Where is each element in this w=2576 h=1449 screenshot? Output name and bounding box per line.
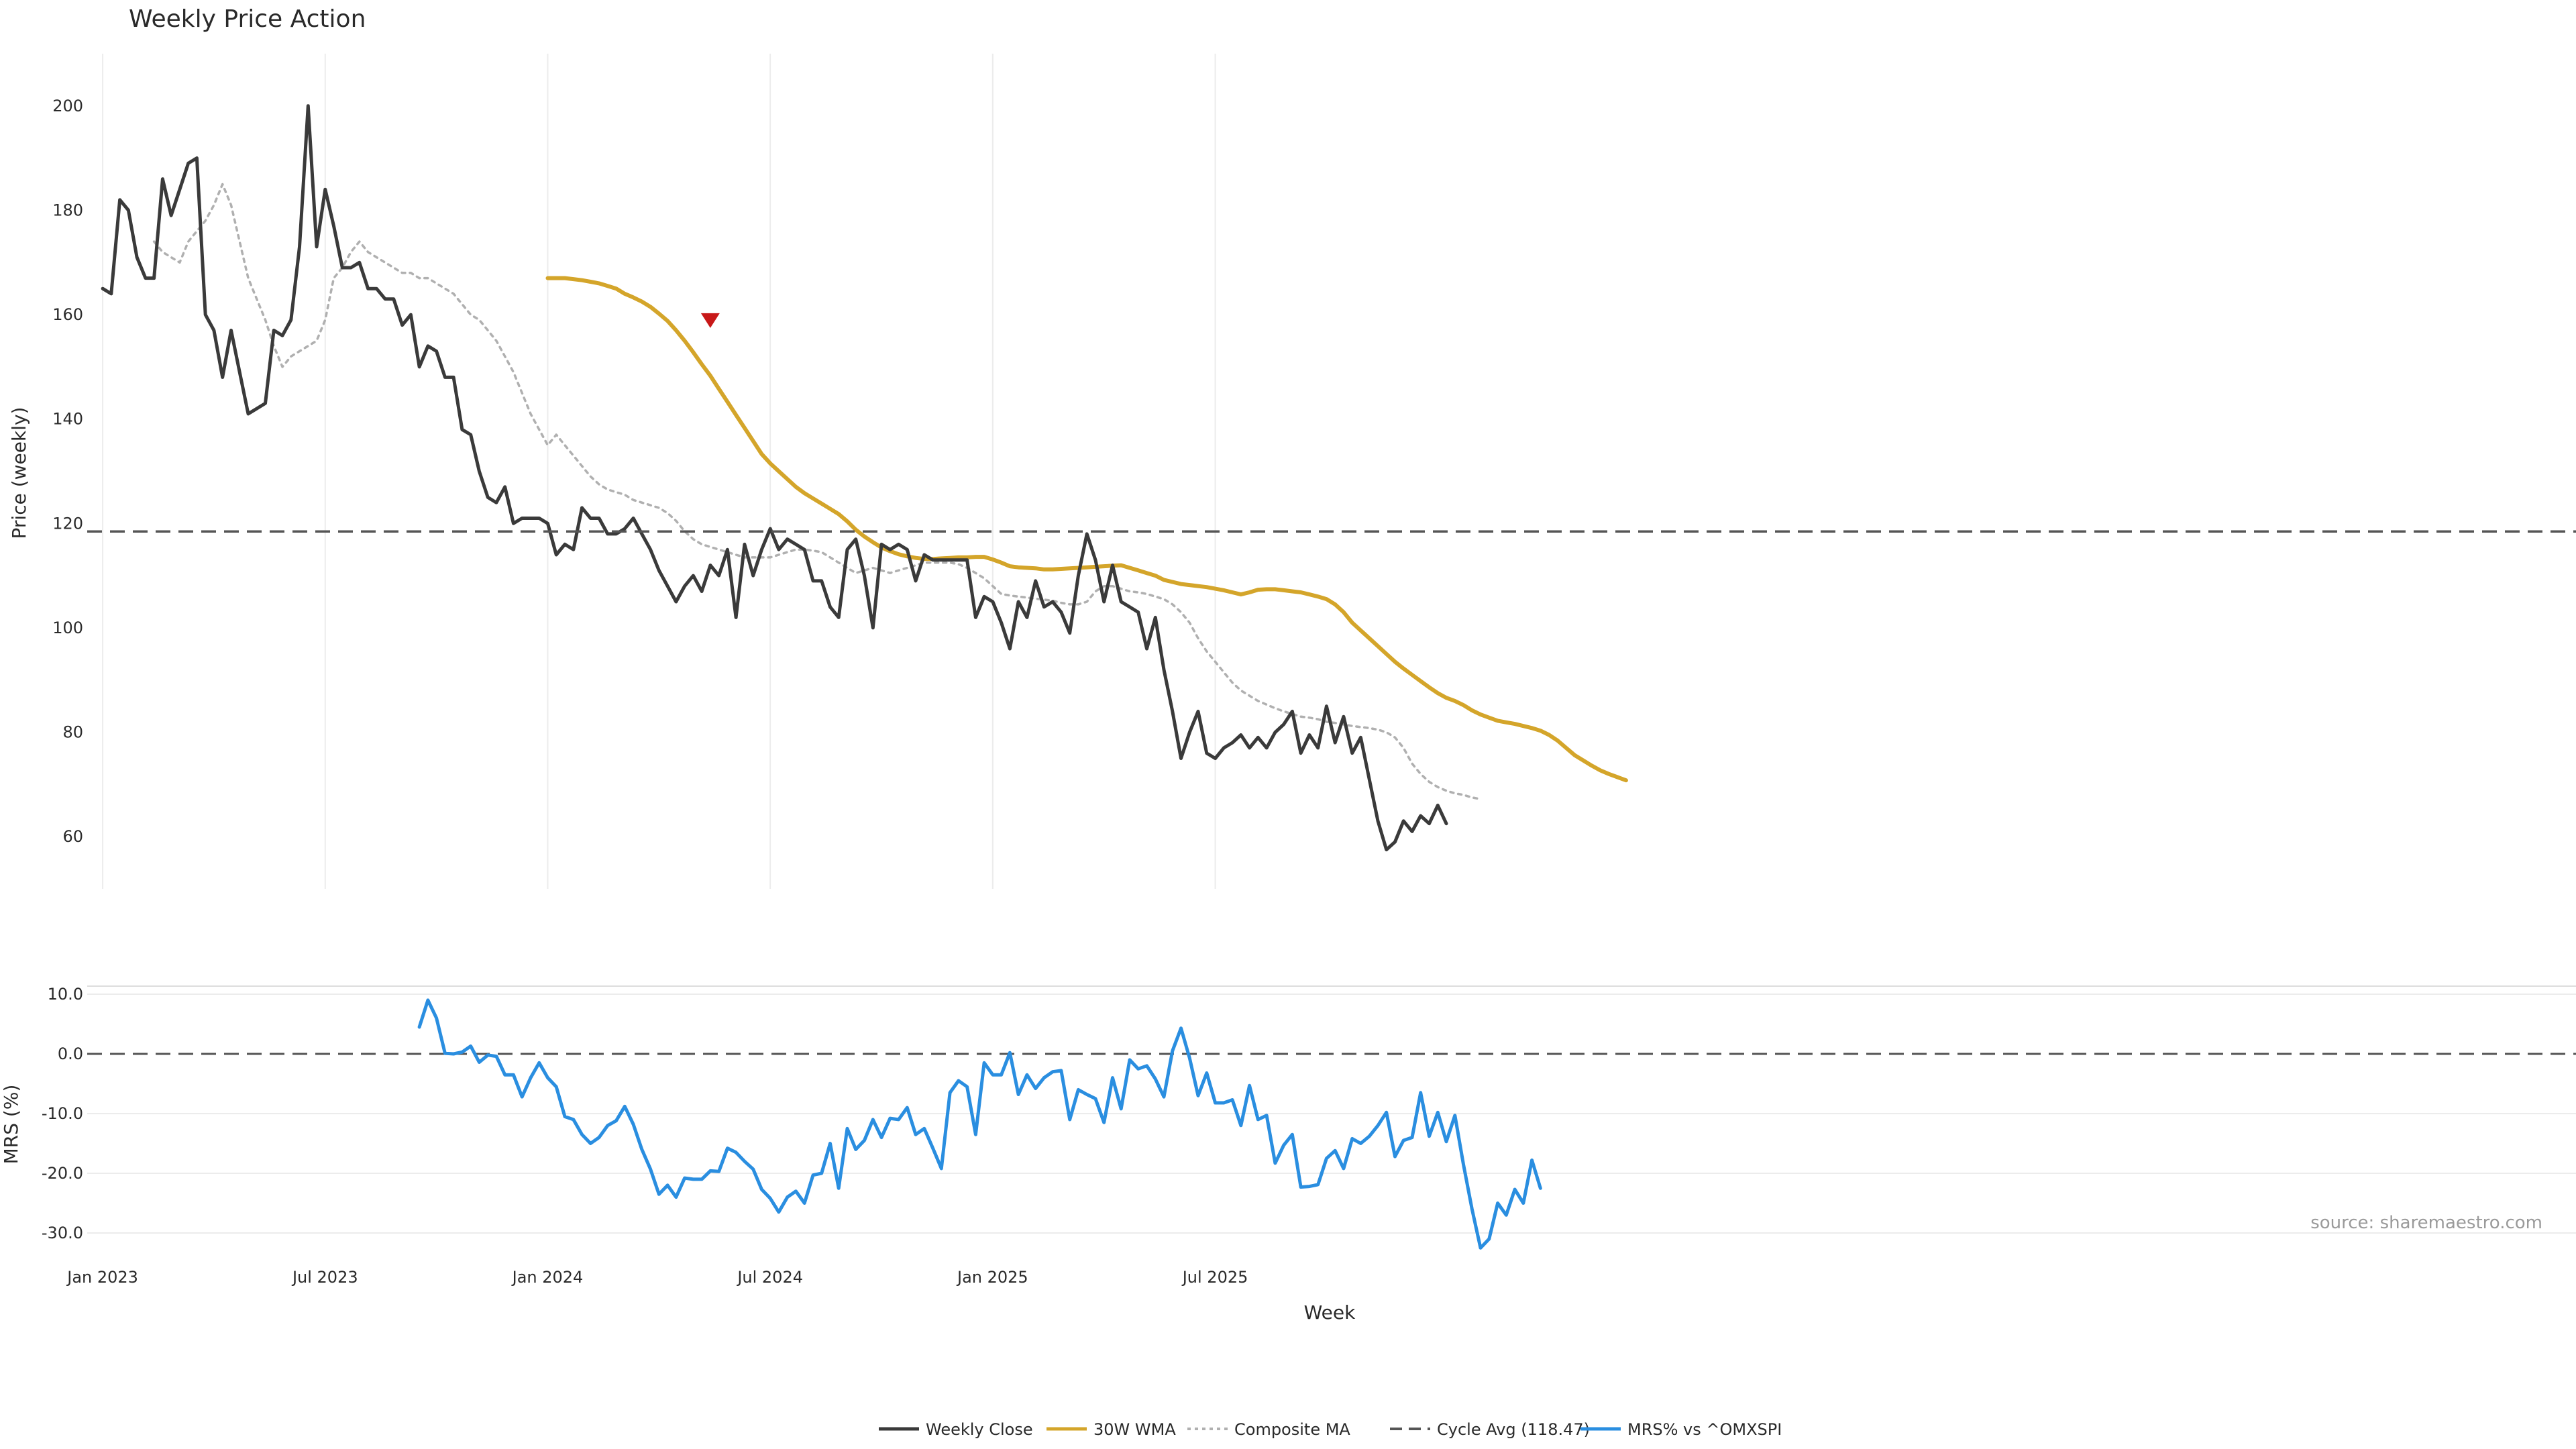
legend-label: 30W WMA bbox=[1093, 1420, 1176, 1439]
price-y-tick: 140 bbox=[52, 410, 83, 429]
mrs-y-tick-labels: 10.0 0.0 -10.0 -20.0 -30.0 bbox=[42, 985, 83, 1242]
mrs-series-group bbox=[87, 998, 2576, 1250]
legend-label: MRS% vs ^OMXSPI bbox=[1627, 1420, 1782, 1439]
mrs-y-tick: -20.0 bbox=[42, 1164, 83, 1183]
price-gridlines bbox=[102, 54, 1216, 889]
price-y-tick: 160 bbox=[52, 305, 83, 324]
price-y-tick: 80 bbox=[62, 723, 83, 742]
sell-signal-marker bbox=[700, 313, 720, 328]
price-y-axis-title: Price (weekly) bbox=[8, 407, 30, 539]
legend-label: Cycle Avg (118.47) bbox=[1437, 1420, 1590, 1439]
price-y-tick: 180 bbox=[52, 201, 83, 219]
legend-label: Composite MA bbox=[1234, 1420, 1350, 1439]
wma-30w-line bbox=[545, 276, 1628, 783]
chart-title: Weekly Price Action bbox=[129, 5, 366, 33]
x-tick: Jan 2023 bbox=[66, 1268, 138, 1287]
x-tick-labels: Jan 2023 Jul 2023 Jan 2024 Jul 2024 Jan 2025… bbox=[66, 1268, 1248, 1287]
price-y-tick: 100 bbox=[52, 619, 83, 637]
price-y-tick-labels: 200 180 160 140 120 100 80 60 bbox=[52, 97, 83, 846]
weekly-close-line bbox=[101, 104, 1448, 852]
mrs-y-tick: 10.0 bbox=[48, 985, 83, 1004]
mrs-line bbox=[417, 998, 1542, 1250]
mrs-y-tick: -30.0 bbox=[42, 1224, 83, 1242]
x-tick: Jan 2024 bbox=[511, 1268, 584, 1287]
legend-label: Weekly Close bbox=[926, 1420, 1033, 1439]
mrs-y-axis-title: MRS (%) bbox=[0, 1085, 22, 1165]
x-tick: Jul 2024 bbox=[736, 1268, 803, 1287]
price-y-tick: 200 bbox=[52, 97, 83, 115]
x-axis-title: Week bbox=[1304, 1301, 1356, 1324]
mrs-y-tick: -10.0 bbox=[42, 1104, 83, 1123]
price-y-tick: 120 bbox=[52, 514, 83, 533]
price-series-group bbox=[87, 104, 2576, 852]
source-credit: source: sharemaestro.com bbox=[2310, 1213, 2542, 1233]
x-tick: Jan 2025 bbox=[956, 1268, 1028, 1287]
price-y-tick: 60 bbox=[62, 827, 83, 846]
composite-ma-line bbox=[152, 182, 1482, 800]
legend: Weekly Close 30W WMA Composite MA Cycle Avg… bbox=[879, 1420, 1782, 1439]
mrs-gridlines bbox=[87, 994, 2576, 1234]
x-tick: Jul 2023 bbox=[291, 1268, 358, 1287]
x-tick: Jul 2025 bbox=[1181, 1268, 1248, 1287]
mrs-y-tick: 0.0 bbox=[58, 1044, 83, 1063]
